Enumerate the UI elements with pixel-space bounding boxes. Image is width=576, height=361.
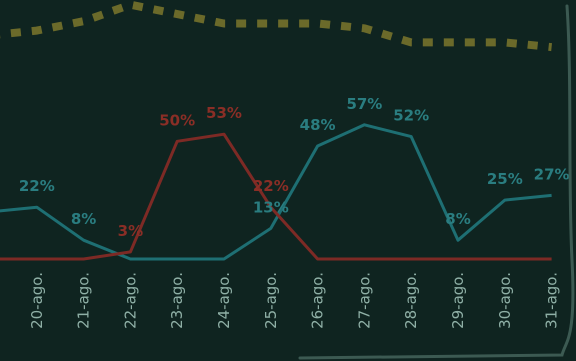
data-labels: %22%8%13%48%57%52%8%25%27%3%50%53%22% — [19, 95, 570, 240]
x-axis-tick-labels: 19-ago.20-ago.21-ago.22-ago.23-ago.24-ag… — [28, 272, 561, 329]
series-line-3 — [0, 0, 552, 52]
data-label: 22% — [19, 177, 55, 195]
data-label: 13% — [253, 198, 289, 216]
x-tick-label: 25-ago. — [262, 272, 280, 329]
data-label: 48% — [300, 116, 336, 134]
x-tick-label: 20-ago. — [28, 272, 46, 329]
frame-border-right — [298, 4, 575, 360]
data-label: 50% — [159, 111, 195, 129]
data-label: 22% — [253, 177, 289, 195]
x-tick-label: 21-ago. — [75, 272, 93, 329]
x-tick-label: 31-ago. — [543, 272, 561, 329]
x-tick-label: 29-ago. — [449, 272, 467, 329]
data-label: 8% — [71, 210, 96, 228]
series-lines — [0, 0, 552, 261]
data-label: 52% — [393, 107, 429, 125]
series-line-2 — [0, 132, 552, 261]
data-label: 8% — [445, 210, 470, 228]
data-label: 25% — [487, 170, 523, 188]
x-tick-label: 23-ago. — [168, 272, 186, 329]
x-tick-label: 24-ago. — [215, 272, 233, 329]
data-label: 53% — [206, 104, 242, 122]
x-tick-label: 30-ago. — [496, 272, 514, 329]
data-label: 3% — [118, 222, 143, 240]
data-label: 57% — [346, 95, 382, 113]
x-tick-label: 26-ago. — [309, 272, 327, 329]
x-tick-label: 22-ago. — [121, 272, 139, 329]
data-label: 27% — [534, 165, 570, 183]
series-line-1 — [0, 123, 552, 261]
x-tick-label: 28-ago. — [402, 272, 420, 329]
x-tick-label: 27-ago. — [355, 272, 373, 329]
